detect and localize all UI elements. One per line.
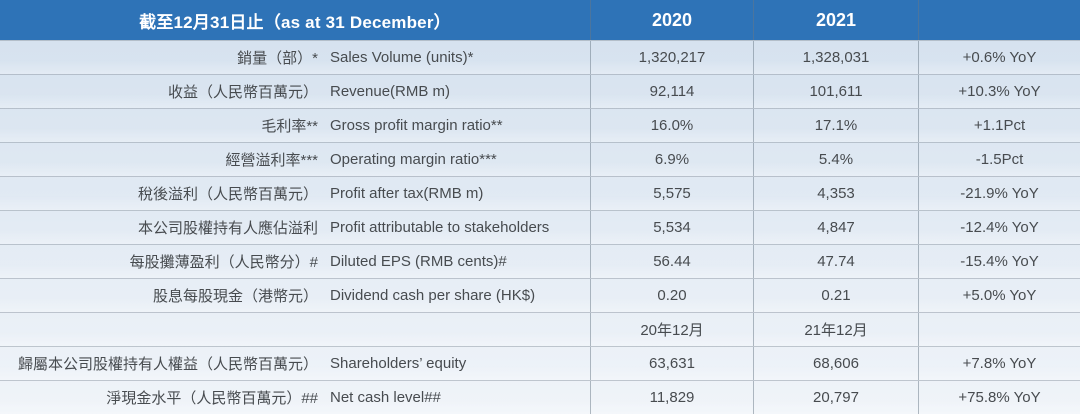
yoy-value: +10.3% YoY <box>918 75 1080 108</box>
row-label-en: Gross profit margin ratio** <box>330 117 503 134</box>
table-row-net-cash: 淨現金水平（人民幣百萬元）## Net cash level## 11,829 … <box>0 380 1080 414</box>
row-label-en: Net cash level## <box>330 389 441 406</box>
yoy-value: +1.1Pct <box>918 109 1080 142</box>
yoy-value: +0.6% YoY <box>918 41 1080 74</box>
table-subheader-row-dates: 20年12月 21年12月 <box>0 312 1080 346</box>
column-header-2020: 2020 <box>590 0 753 40</box>
value-2020: 5,575 <box>590 177 753 210</box>
value-2020: 1,320,217 <box>590 41 753 74</box>
row-label-zh: 經營溢利率*** <box>225 152 318 169</box>
row-label-en: Sales Volume (units)* <box>330 49 474 66</box>
row-label-zh: 歸屬本公司股權持有人權益（人民幣百萬元） <box>17 356 318 373</box>
value-2021: 4,847 <box>753 211 918 244</box>
value-2021: 0.21 <box>753 279 918 312</box>
value-2021: 101,611 <box>753 75 918 108</box>
table-row-sales-volume: 銷量（部）* Sales Volume (units)* 1,320,217 1… <box>0 40 1080 74</box>
row-label-en: Diluted EPS (RMB cents)# <box>330 253 507 270</box>
row-label: 收益（人民幣百萬元） Revenue(RMB m) <box>0 75 590 108</box>
row-label: 歸屬本公司股權持有人權益（人民幣百萬元） Shareholders’ equit… <box>0 347 590 380</box>
value-2020: 63,631 <box>590 347 753 380</box>
value-2021: 1,328,031 <box>753 41 918 74</box>
row-label <box>0 313 590 346</box>
row-label-zh: 每股攤薄盈利（人民幣分）# <box>129 254 318 271</box>
value-2020: 16.0% <box>590 109 753 142</box>
value-2020: 0.20 <box>590 279 753 312</box>
column-header-yoy <box>918 0 1080 40</box>
row-label: 銷量（部）* Sales Volume (units)* <box>0 41 590 74</box>
value-2021: 47.74 <box>753 245 918 278</box>
row-label-en: Revenue(RMB m) <box>330 83 451 100</box>
table-row-shareholders-equity: 歸屬本公司股權持有人權益（人民幣百萬元） Shareholders’ equit… <box>0 346 1080 380</box>
table-row-gross-margin: 毛利率** Gross profit margin ratio** 16.0% … <box>0 108 1080 142</box>
value-2020: 11,829 <box>590 381 753 414</box>
value-2020: 6.9% <box>590 143 753 176</box>
table-row-diluted-eps: 每股攤薄盈利（人民幣分）# Diluted EPS (RMB cents)# 5… <box>0 244 1080 278</box>
row-label: 淨現金水平（人民幣百萬元）## Net cash level## <box>0 381 590 414</box>
row-label: 稅後溢利（人民幣百萬元） Profit after tax(RMB m) <box>0 177 590 210</box>
row-label-zh: 毛利率** <box>261 118 318 135</box>
row-label: 本公司股權持有人應佔溢利 Profit attributable to stak… <box>0 211 590 244</box>
row-label-en: Shareholders’ equity <box>330 355 467 372</box>
row-label: 毛利率** Gross profit margin ratio** <box>0 109 590 142</box>
yoy-value <box>918 313 1080 346</box>
row-label-zh: 稅後溢利（人民幣百萬元） <box>137 186 318 203</box>
row-label-zh: 股息每股現金（港幣元） <box>152 288 318 305</box>
value-2020: 5,534 <box>590 211 753 244</box>
row-label-en: Profit after tax(RMB m) <box>330 185 484 202</box>
table-row-revenue: 收益（人民幣百萬元） Revenue(RMB m) 92,114 101,611… <box>0 74 1080 108</box>
table-body: 銷量（部）* Sales Volume (units)* 1,320,217 1… <box>0 40 1080 414</box>
yoy-value: +75.8% YoY <box>918 381 1080 414</box>
row-label: 每股攤薄盈利（人民幣分）# Diluted EPS (RMB cents)# <box>0 245 590 278</box>
table-header-row: 截至12月31日止（as at 31 December） 2020 2021 <box>0 0 1080 40</box>
row-label-en: Profit attributable to stakeholders <box>330 219 550 236</box>
value-2021: 4,353 <box>753 177 918 210</box>
value-2020: 56.44 <box>590 245 753 278</box>
table-title: 截至12月31日止（as at 31 December） <box>139 12 451 32</box>
subheader-date-2021: 21年12月 <box>753 313 918 346</box>
yoy-value: -1.5Pct <box>918 143 1080 176</box>
table-row-profit-after-tax: 稅後溢利（人民幣百萬元） Profit after tax(RMB m) 5,5… <box>0 176 1080 210</box>
yoy-value: +5.0% YoY <box>918 279 1080 312</box>
row-label-zh: 銷量（部）* <box>237 50 318 67</box>
value-2021: 5.4% <box>753 143 918 176</box>
table-row-profit-attributable: 本公司股權持有人應佔溢利 Profit attributable to stak… <box>0 210 1080 244</box>
value-2020: 92,114 <box>590 75 753 108</box>
table-row-dividend: 股息每股現金（港幣元） Dividend cash per share (HK$… <box>0 278 1080 312</box>
row-label: 股息每股現金（港幣元） Dividend cash per share (HK$… <box>0 279 590 312</box>
yoy-value: -21.9% YoY <box>918 177 1080 210</box>
row-label-en: Operating margin ratio*** <box>330 151 497 168</box>
value-2021: 68,606 <box>753 347 918 380</box>
column-header-2021: 2021 <box>753 0 918 40</box>
row-label-zh: 收益（人民幣百萬元） <box>167 84 318 101</box>
yoy-value: +7.8% YoY <box>918 347 1080 380</box>
subheader-date-2020: 20年12月 <box>590 313 753 346</box>
table-row-operating-margin: 經營溢利率*** Operating margin ratio*** 6.9% … <box>0 142 1080 176</box>
row-label: 經營溢利率*** Operating margin ratio*** <box>0 143 590 176</box>
value-2021: 20,797 <box>753 381 918 414</box>
row-label-en: Dividend cash per share (HK$) <box>330 287 536 304</box>
row-label-zh: 淨現金水平（人民幣百萬元）## <box>106 390 318 407</box>
yoy-value: -12.4% YoY <box>918 211 1080 244</box>
row-label-zh: 本公司股權持有人應佔溢利 <box>137 220 318 237</box>
value-2021: 17.1% <box>753 109 918 142</box>
yoy-value: -15.4% YoY <box>918 245 1080 278</box>
